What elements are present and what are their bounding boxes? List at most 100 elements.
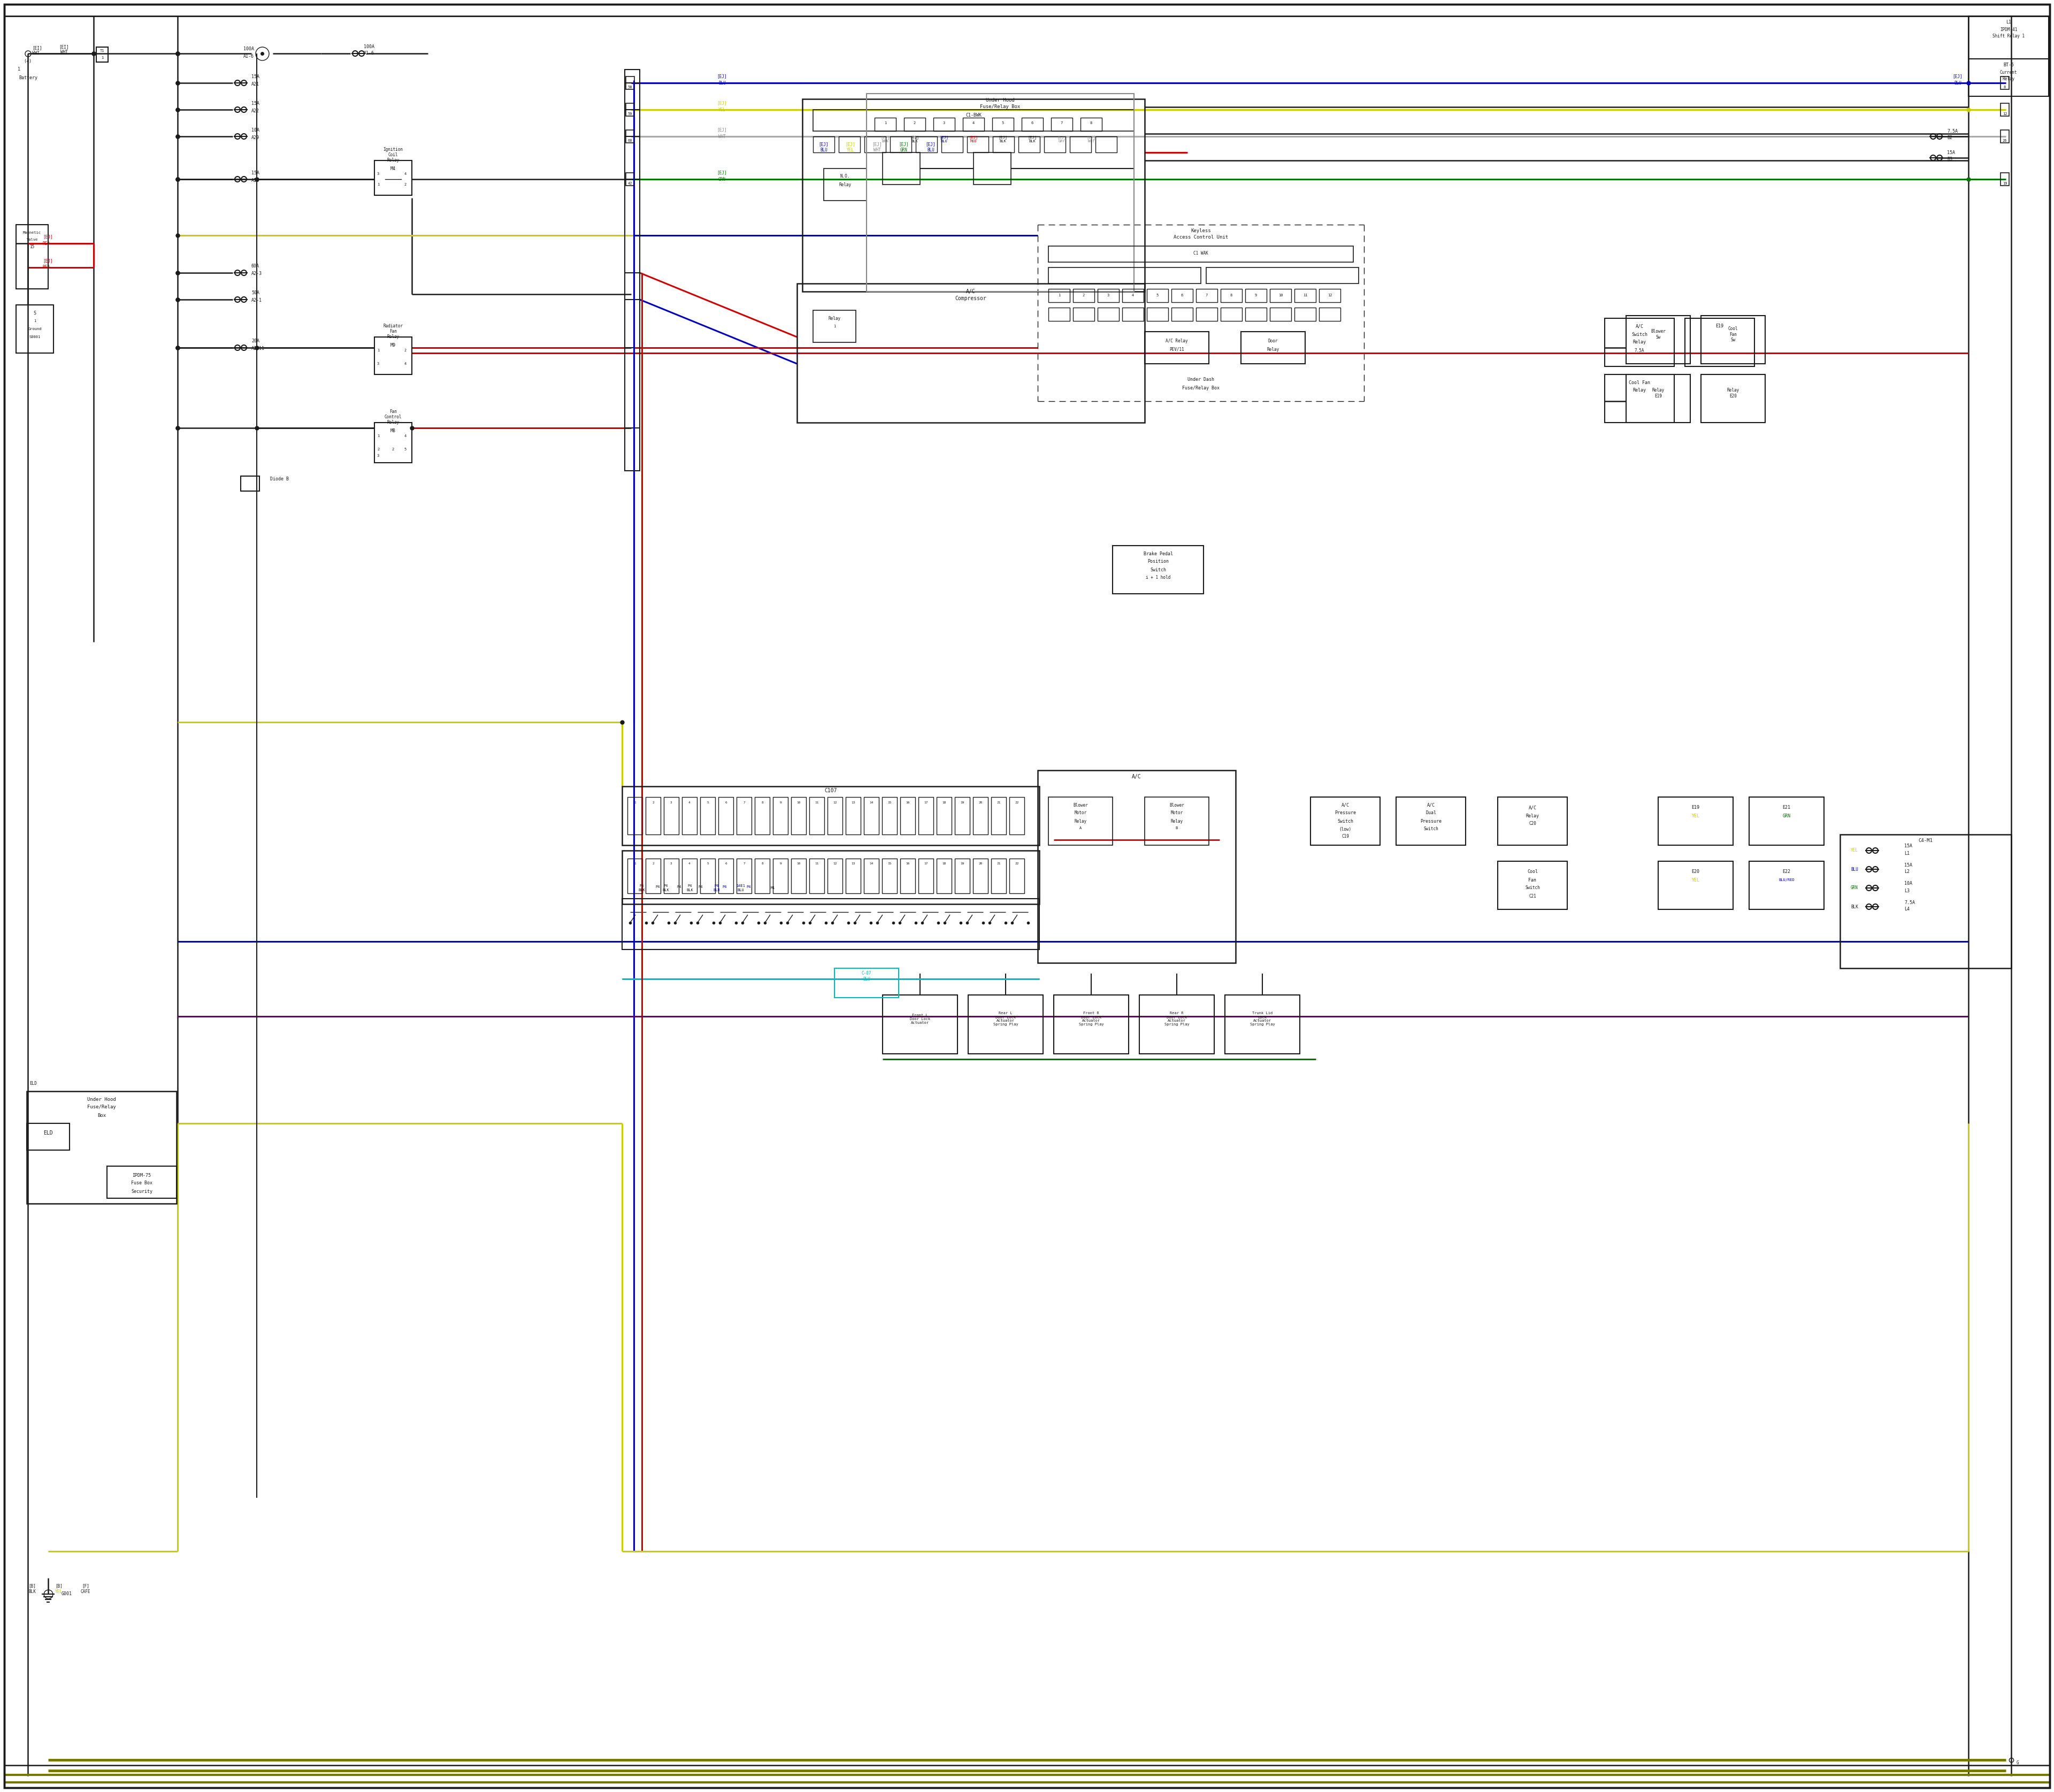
Bar <box>1048 246 1354 262</box>
Text: 7: 7 <box>1206 294 1208 297</box>
Text: [EJ]: [EJ] <box>717 170 727 176</box>
Text: 4: 4 <box>1132 294 1134 297</box>
Text: 26: 26 <box>2003 140 2007 142</box>
Text: 42: 42 <box>629 181 633 185</box>
Text: Coil: Coil <box>388 152 398 158</box>
Text: 1: 1 <box>101 56 103 59</box>
Text: Switch: Switch <box>1337 819 1354 824</box>
Text: M8: M8 <box>390 428 396 434</box>
Text: 10: 10 <box>797 862 801 866</box>
Text: 13: 13 <box>850 801 854 805</box>
Text: 1: 1 <box>378 434 380 437</box>
Text: 10: 10 <box>1278 294 1284 297</box>
Text: WHT: WHT <box>60 50 68 56</box>
Text: L3: L3 <box>1904 889 1910 892</box>
Bar <box>2001 104 2009 116</box>
Text: 5: 5 <box>1002 122 1004 125</box>
Text: 10A: 10A <box>251 127 259 133</box>
Text: 4: 4 <box>405 172 407 176</box>
Bar <box>992 136 1015 152</box>
Bar <box>1627 375 1690 423</box>
Bar <box>626 797 643 835</box>
Text: Relay: Relay <box>1526 814 1538 819</box>
Bar <box>1095 136 1117 152</box>
Bar <box>1146 308 1169 321</box>
Bar <box>1684 319 1754 366</box>
Text: 8: 8 <box>1091 122 1093 125</box>
Text: Security: Security <box>131 1188 152 1193</box>
Text: P4
BLK: P4 BLK <box>686 885 694 891</box>
Bar <box>963 118 984 131</box>
Text: A21: A21 <box>251 82 259 86</box>
Text: [F]: [F] <box>82 1584 88 1588</box>
Bar <box>813 136 834 152</box>
Bar <box>1319 308 1341 321</box>
Text: Shift Relay 1: Shift Relay 1 <box>1992 34 2025 39</box>
Text: ELD: ELD <box>43 1131 53 1136</box>
Bar <box>1048 308 1070 321</box>
Text: B3: B3 <box>1947 158 1953 161</box>
Text: 12: 12 <box>2003 113 2007 115</box>
Bar <box>918 797 933 835</box>
Bar <box>1140 995 1214 1054</box>
Text: P4: P4 <box>655 885 659 889</box>
Text: 3: 3 <box>943 122 945 125</box>
Bar <box>918 858 933 894</box>
Bar <box>1627 315 1690 364</box>
Text: 3: 3 <box>378 453 380 457</box>
Bar <box>803 99 1144 292</box>
Bar <box>1195 308 1218 321</box>
Text: Diode B: Diode B <box>271 477 290 482</box>
Text: A: A <box>1078 826 1082 830</box>
Bar <box>1310 797 1380 846</box>
Bar <box>27 1124 70 1150</box>
Text: 1: 1 <box>16 66 21 72</box>
Bar <box>1037 771 1237 962</box>
Bar <box>955 858 969 894</box>
Bar <box>937 797 951 835</box>
Text: Relay: Relay <box>1633 340 1645 344</box>
Bar <box>834 968 900 998</box>
Text: 2: 2 <box>378 448 380 452</box>
Bar <box>1144 332 1210 364</box>
Text: Fan: Fan <box>390 330 396 333</box>
Bar <box>813 109 1134 131</box>
Text: [EJ]
GRN: [EJ] GRN <box>900 142 910 152</box>
Text: RED: RED <box>43 265 49 271</box>
Text: 7.5A: 7.5A <box>1904 900 1914 905</box>
Bar <box>772 797 789 835</box>
Bar <box>865 858 879 894</box>
Text: 15A: 15A <box>251 73 259 79</box>
Bar <box>626 131 635 143</box>
Bar <box>967 995 1043 1054</box>
Text: P4: P4 <box>746 885 752 889</box>
Text: [EI]: [EI] <box>60 45 70 50</box>
Text: Control: Control <box>384 414 403 419</box>
Bar <box>754 858 770 894</box>
Text: 2: 2 <box>1082 294 1085 297</box>
Text: Rear L
Door Lock
Actuator
Spring Play: Rear L Door Lock Actuator Spring Play <box>992 1012 1019 1027</box>
Text: Pressure: Pressure <box>1419 819 1442 824</box>
Bar <box>1121 289 1144 303</box>
Bar <box>974 858 988 894</box>
Bar <box>1658 862 1734 909</box>
Bar <box>941 136 963 152</box>
Text: 4: 4 <box>405 362 407 366</box>
Text: Box: Box <box>97 1113 107 1118</box>
Bar <box>1604 375 1674 423</box>
Text: 19: 19 <box>2003 181 2007 185</box>
Text: [EJ]: [EJ] <box>717 127 727 133</box>
Text: WHT: WHT <box>33 52 39 56</box>
Text: E19: E19 <box>1715 324 1723 328</box>
Bar <box>622 851 1039 903</box>
Text: S: S <box>33 310 37 315</box>
Bar <box>1195 289 1218 303</box>
Text: A1-6: A1-6 <box>242 54 255 59</box>
Text: Relay: Relay <box>1633 389 1645 392</box>
Text: [B]: [B] <box>29 1584 35 1588</box>
Text: Ignition: Ignition <box>384 147 403 152</box>
Text: P4: P4 <box>698 885 702 889</box>
Bar <box>1220 289 1243 303</box>
Text: A/C: A/C <box>1428 803 1436 808</box>
Text: 13: 13 <box>850 862 854 866</box>
